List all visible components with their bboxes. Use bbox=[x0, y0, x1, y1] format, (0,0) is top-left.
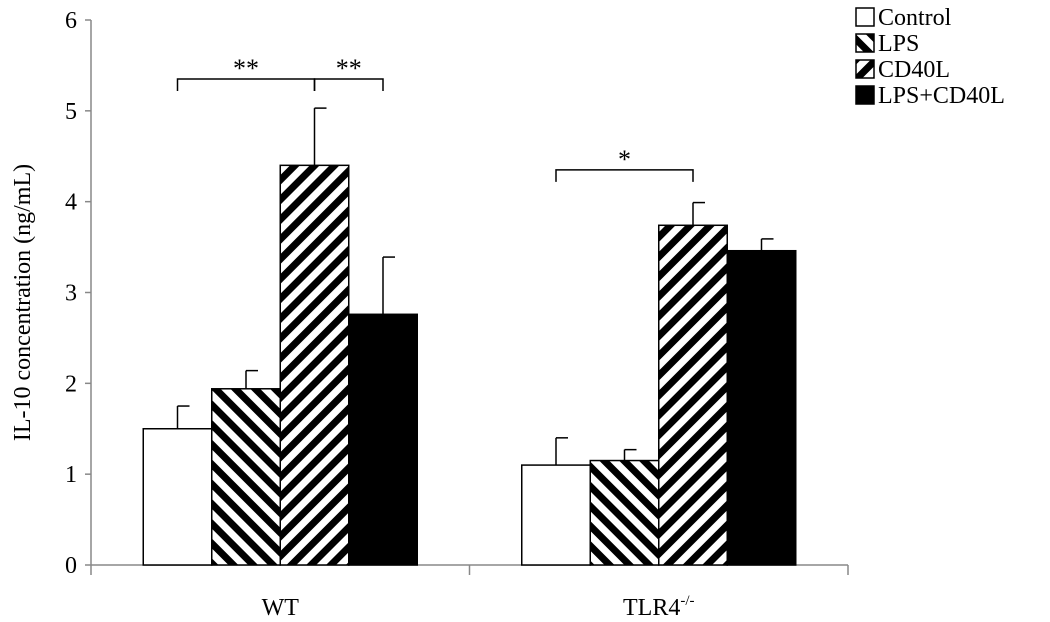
bars bbox=[142, 107, 797, 566]
y-tick-label: 6 bbox=[65, 8, 77, 34]
y-tick-label: 3 bbox=[65, 281, 77, 307]
bar-lps-cd40l-tlr4 bbox=[726, 249, 797, 566]
y-tick-label: 5 bbox=[65, 99, 77, 125]
y-tick-label: 4 bbox=[65, 190, 77, 216]
y-axis-label: IL-10 concentration (ng/mL) bbox=[10, 164, 36, 441]
significance-annotations: ** *** bbox=[176, 54, 694, 182]
legend-label: LPS+CD40L bbox=[878, 83, 1005, 109]
x-category-label: WT bbox=[262, 595, 300, 621]
significance-label: * bbox=[618, 145, 631, 174]
bar-cd40l-wt bbox=[279, 164, 350, 566]
significance-bracket bbox=[555, 169, 694, 182]
bar-lps-wt bbox=[211, 388, 281, 566]
bar-lps-cd40l-wt bbox=[348, 313, 418, 566]
legend-label: LPS bbox=[878, 31, 919, 57]
legend-swatch bbox=[855, 59, 875, 79]
legend-swatch bbox=[855, 33, 875, 53]
significance-label: ** bbox=[233, 54, 259, 83]
y-tick-label: 0 bbox=[65, 553, 77, 579]
significance-bracket bbox=[313, 78, 384, 92]
bar-lps-tlr4 bbox=[589, 459, 660, 566]
x-category-label: TLR4-/- bbox=[623, 593, 695, 621]
legend-swatch bbox=[855, 7, 875, 27]
legend-label: CD40L bbox=[878, 57, 950, 83]
y-tick-label: 1 bbox=[65, 462, 77, 488]
y-tick-label: 2 bbox=[65, 371, 77, 397]
legend-label: Control bbox=[878, 5, 952, 31]
bar-control-wt bbox=[142, 428, 213, 566]
legend-swatch bbox=[855, 85, 875, 105]
axes: 0 1 2 3 4 5 6 IL-10 concentration (ng/mL) WT TLR4… bbox=[10, 8, 849, 621]
bar-control-tlr4 bbox=[521, 464, 591, 566]
bar-cd40l-tlr4 bbox=[658, 224, 728, 566]
significance-label: ** bbox=[336, 54, 362, 83]
